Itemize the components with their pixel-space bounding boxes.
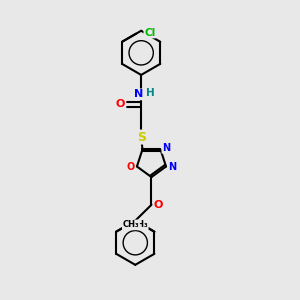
- Text: CH₃: CH₃: [123, 220, 139, 230]
- Text: O: O: [116, 99, 125, 110]
- Text: H: H: [146, 88, 155, 98]
- Text: S: S: [137, 130, 146, 143]
- Text: N: N: [168, 161, 177, 172]
- Text: Cl: Cl: [144, 28, 156, 38]
- Text: O: O: [154, 200, 163, 210]
- Text: O: O: [127, 162, 135, 172]
- Text: N: N: [134, 89, 143, 99]
- Text: N: N: [162, 143, 170, 153]
- Text: CH₃: CH₃: [131, 220, 148, 230]
